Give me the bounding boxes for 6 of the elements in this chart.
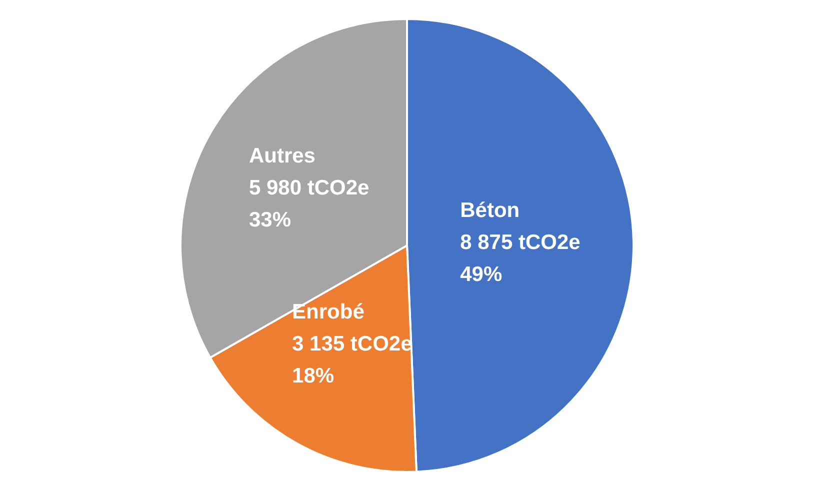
data-label: 8 875 tCO2e 49% xyxy=(460,230,580,286)
slice-label: Enrobé xyxy=(292,300,364,324)
slice-label: Autres xyxy=(248,144,316,168)
data-label: 3 135 tCO2e 18% xyxy=(292,332,412,388)
data-label: 5 980 tCO2e 33% xyxy=(248,176,370,232)
slice-label: Béton xyxy=(460,198,520,222)
